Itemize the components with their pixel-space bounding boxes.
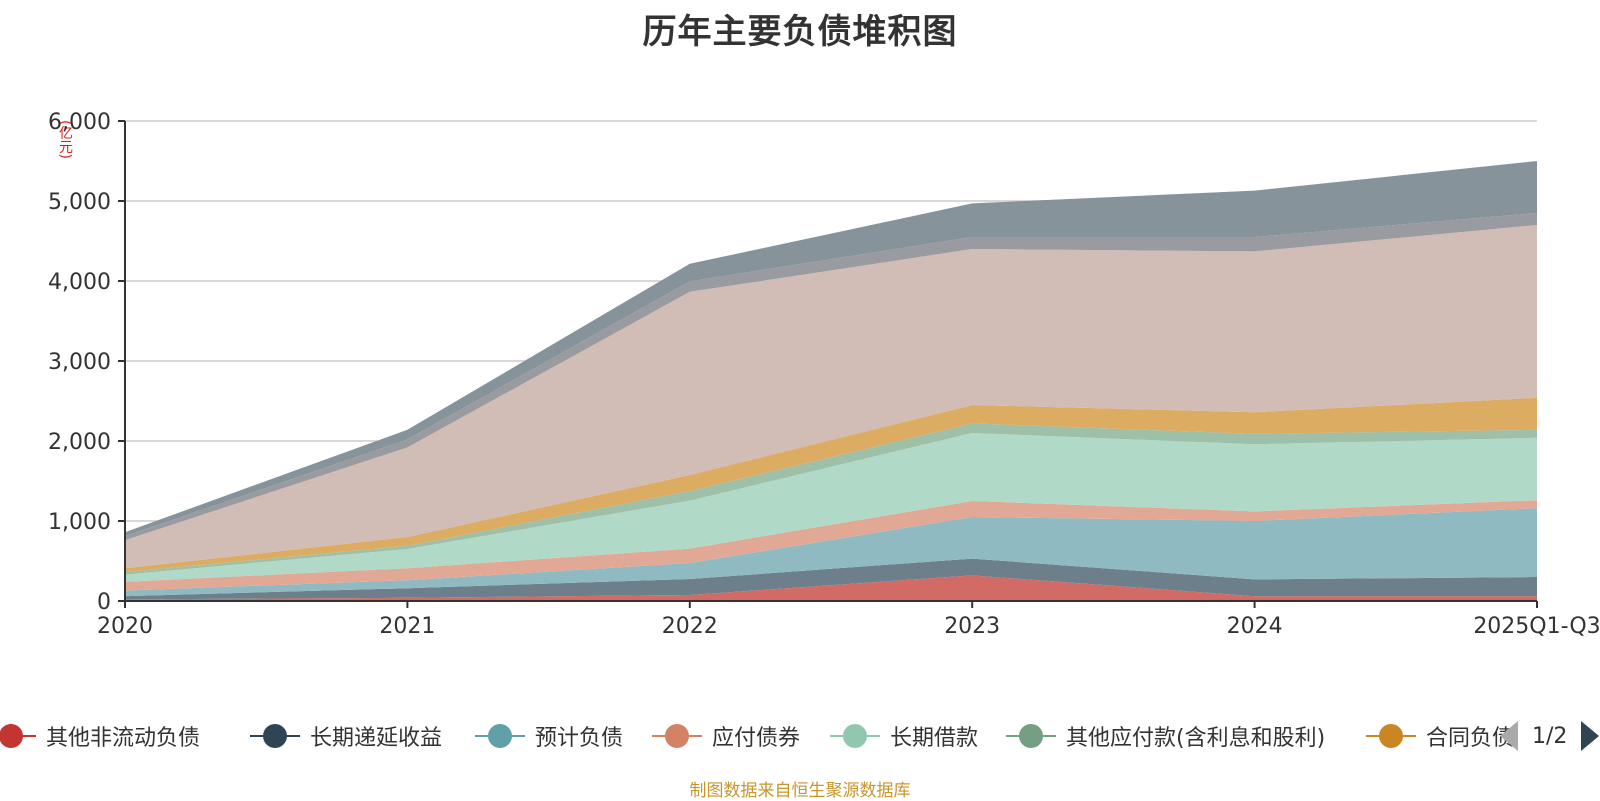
legend-marker-dot [843,724,867,748]
y-axis-unit-label: (亿元) [57,120,73,159]
data-source-note: 制图数据来自恒生聚源数据库 [689,781,911,801]
legend-marker-icon [652,714,702,758]
area-series-7 [125,397,1537,573]
legend-marker-dot [1019,724,1043,748]
legend-overflow-mask [1470,0,1600,44]
legend-marker-dot [1379,724,1403,748]
legend-label: 长期递延收益 [310,726,443,751]
legend-marker-icon [830,714,880,758]
y-tick-label: 1,000 [48,510,111,535]
chart-title: 历年主要负债堆积图 [642,12,958,52]
x-tick-label: 2025Q1-Q3 [1473,614,1600,639]
y-tick-label: 5,000 [48,190,111,215]
legend-marker-dot [488,724,512,748]
legend-marker-dot [0,724,23,748]
legend-label: 预计负债 [535,726,624,751]
area-series-3 [125,508,1537,597]
area-series-2 [125,558,1537,600]
area-series-10 [125,161,1537,537]
legend-item[interactable]: 预计负债 [475,714,623,758]
area-series-8 [125,225,1537,569]
x-tick-label: 2021 [379,614,435,639]
legend-item[interactable]: 长期借款 [830,714,978,758]
legend: 其他非流动负债 长期递延收益 预计负债 应付债券 长期借款 其他应付款(含利息和股利) 合同… [0,714,1600,758]
stacked-area-chart: 0 1,000 2,000 3,000 4,000 5,000 6,000 2020 2021 2… [48,110,1600,639]
legend-label: 长期借款 [890,726,979,751]
x-tick-label: 2022 [662,614,718,639]
y-tick-label: 6,000 [48,110,111,135]
y-tick-label: 3,000 [48,350,111,375]
legend-marker-icon [1366,714,1416,758]
legend-marker-dot [665,724,689,748]
y-tick-label: 2,000 [48,430,111,455]
y-tick-label: 0 [97,590,111,615]
axes: 0 1,000 2,000 3,000 4,000 5,000 6,000 2020 2021 2… [48,110,1600,639]
y-tick-label: 4,000 [48,270,111,295]
legend-item[interactable]: 合同负债 [1366,714,1514,758]
legend-label: 应付债券 [712,726,801,751]
legend-item[interactable]: 其他应付款(含利息和股利) [1006,714,1325,758]
legend-marker-dot [263,724,287,748]
legend-marker-icon [475,714,525,758]
legend-page-indicator: 1/2 [1532,723,1568,749]
legend-prev-page-icon[interactable] [1500,721,1518,751]
legend-label: 其他非流动负债 [46,726,201,751]
area-series-1 [125,575,1537,601]
legend-label: 合同负债 [1426,726,1515,751]
area-series-5 [125,433,1537,582]
legend-label: 其他应付款(含利息和股利) [1066,726,1326,751]
x-tick-label: 2020 [97,614,153,639]
legend-pager: 1/2 [1500,718,1600,754]
legend-item[interactable]: 长期递延收益 [250,714,442,758]
area-series-4 [125,500,1537,591]
area-series-layer [125,161,1537,601]
legend-item[interactable]: 应付债券 [652,714,800,758]
legend-next-page-icon[interactable] [1581,721,1600,751]
legend-marker-icon [1006,714,1056,758]
legend-marker-icon [0,714,36,758]
area-series-6 [125,423,1537,575]
legend-item[interactable]: 其他非流动负债 [0,714,200,758]
legend-marker-icon [250,714,300,758]
x-tick-label: 2024 [1227,614,1283,639]
x-tick-label: 2023 [944,614,1000,639]
